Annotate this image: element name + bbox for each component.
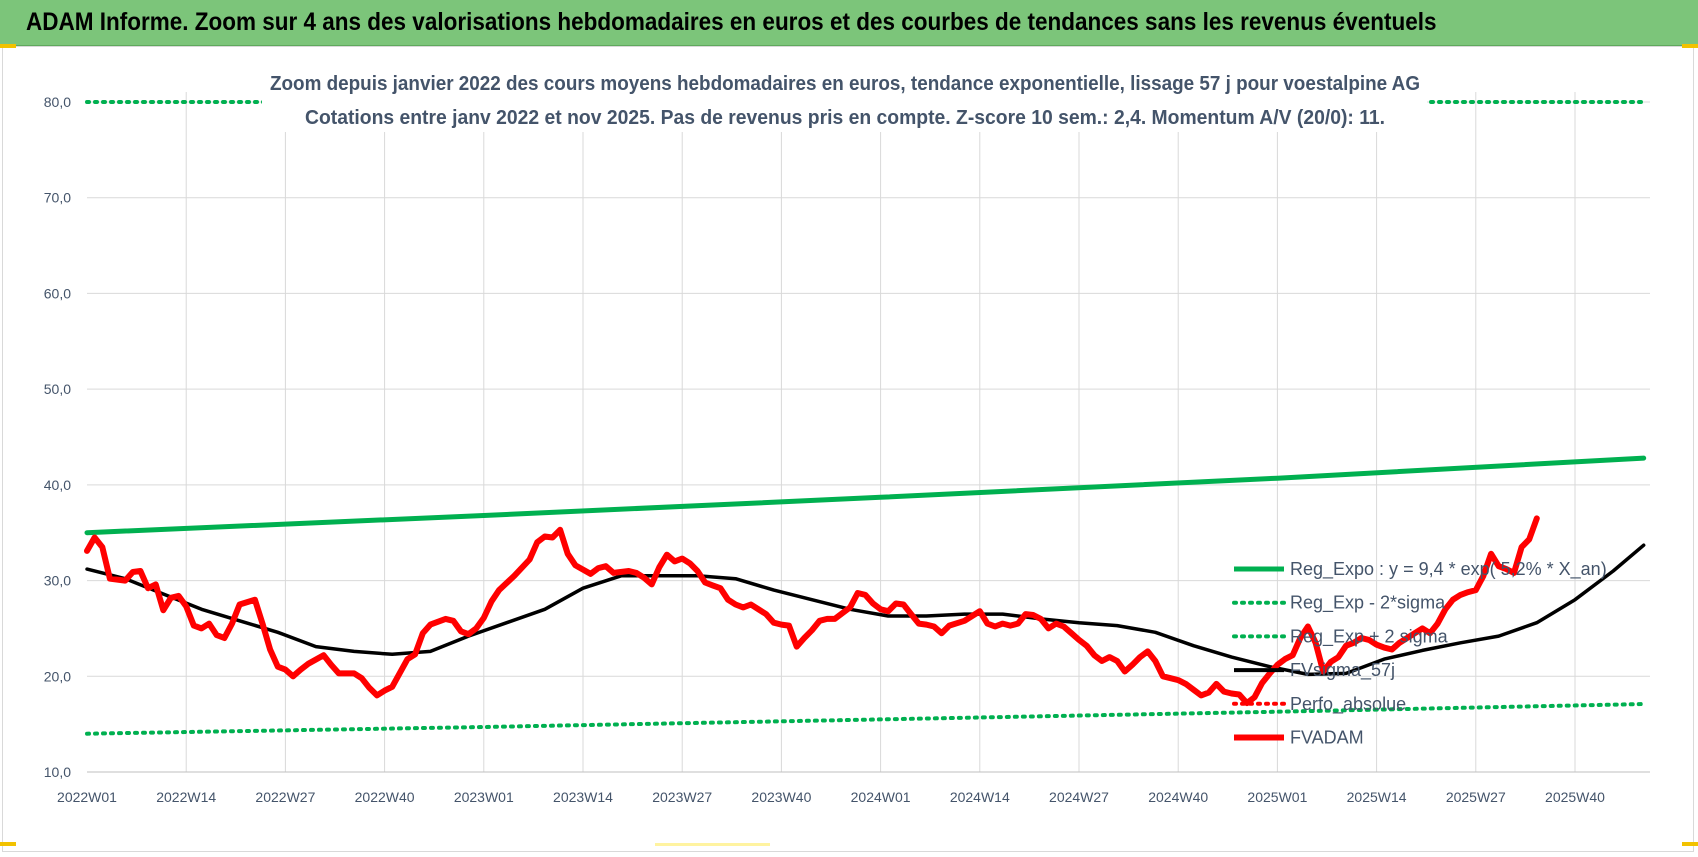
legend-entry: Reg_Exp + 2 sigma	[1290, 626, 1449, 647]
y-tick-label: 50,0	[44, 381, 71, 397]
frame-corner-top-right	[1682, 44, 1698, 48]
chart-frame	[2, 46, 1694, 852]
frame-corner-bottom-mid	[655, 843, 770, 846]
series-line	[85, 702, 1646, 736]
series-line	[84, 455, 1647, 536]
x-tick-label: 2022W27	[255, 789, 315, 805]
legend-entry: FVADAM	[1290, 728, 1364, 748]
x-tick-label: 2025W14	[1347, 789, 1407, 805]
legend-entry: Reg_Exp - 2*sigma	[1290, 593, 1446, 614]
frame-corner-bottom-right	[1682, 842, 1698, 846]
y-tick-label: 40,0	[44, 477, 71, 493]
legend: Reg_Expo : y = 9,4 * exp( 5,2% * X_an) Re…	[1232, 559, 1607, 748]
y-tick-label: 80,0	[44, 94, 71, 110]
legend-entry: Reg_Expo : y = 9,4 * exp( 5,2% * X_an)	[1290, 559, 1607, 580]
legend-entry: Perfo_absolue	[1290, 694, 1406, 715]
title-background	[262, 62, 1427, 132]
y-tick-label: 30,0	[44, 573, 71, 589]
chart-title-line-2: Cotations entre janv 2022 et nov 2025. P…	[305, 107, 1385, 129]
x-tick-label: 2024W14	[950, 789, 1010, 805]
x-tick-label: 2022W40	[355, 789, 415, 805]
chart-title-line-1: Zoom depuis janvier 2022 des cours moyen…	[270, 73, 1420, 95]
legend-entry: FVsigma_57j	[1290, 660, 1395, 681]
series-line	[84, 515, 1540, 707]
chart-title: Zoom depuis janvier 2022 des cours moyen…	[262, 62, 1427, 132]
x-tick-label: 2023W27	[652, 789, 712, 805]
x-tick-label: 2025W40	[1545, 789, 1605, 805]
y-tick-label: 20,0	[44, 668, 71, 684]
gridlines	[87, 92, 1650, 773]
series-lines	[84, 100, 1647, 736]
y-tick-label: 10,0	[44, 764, 71, 780]
x-tick-label: 2024W40	[1148, 789, 1208, 805]
x-tick-label: 2023W40	[751, 789, 811, 805]
frame-corner-bottom-left	[0, 842, 16, 846]
y-tick-label: 70,0	[44, 190, 71, 206]
y-tick-label: 60,0	[44, 285, 71, 301]
x-tick-label: 2024W27	[1049, 789, 1109, 805]
x-tick-label: 2023W14	[553, 789, 613, 805]
header-title: ADAM Informe. Zoom sur 4 ans des valoris…	[26, 8, 1437, 36]
header-bar: ADAM Informe. Zoom sur 4 ans des valoris…	[0, 0, 1698, 46]
series-line	[85, 543, 1646, 677]
y-axis-ticks: 10,0 20,0 30,0 40,0 50,0 60,0 70,0 80,0	[44, 94, 71, 780]
x-tick-label: 2023W01	[454, 789, 514, 805]
x-tick-label: 2022W01	[57, 789, 117, 805]
x-tick-label: 2025W01	[1247, 789, 1307, 805]
x-axis-ticks: 2022W01 2022W14 2022W27 2022W40 2023W01 2023W…	[57, 789, 1605, 805]
x-tick-label: 2024W01	[851, 789, 911, 805]
x-tick-label: 2025W27	[1446, 789, 1506, 805]
x-tick-label: 2022W14	[156, 789, 216, 805]
frame-corner-top-left	[0, 44, 16, 48]
